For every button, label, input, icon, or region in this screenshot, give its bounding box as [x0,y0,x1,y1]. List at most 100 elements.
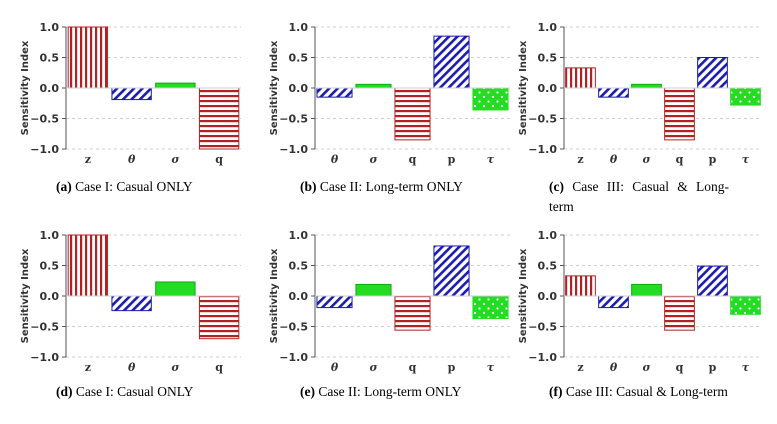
bar-τ [472,87,509,111]
y-tick-label: 0.5 [40,260,60,273]
bar-τ [472,295,509,320]
y-tick-label: 0.5 [289,52,309,65]
caption-tag: (c) [549,179,564,194]
y-tick-label: 0.0 [289,290,309,303]
y-tick-label: 0.0 [289,82,309,95]
bar-p [697,57,728,89]
y-tick-label: −1.0 [279,143,308,156]
x-tick-label: p [448,361,456,374]
x-tick-label: σ [642,153,651,166]
bar-p [433,245,470,297]
x-tick-label: z [577,361,583,374]
caption-tag: (a) [56,179,72,194]
panel-e: 1.0 0.5 0.0 −0.5 −1.0 Sensitivity Index θ σ q p τ [269,229,510,374]
y-tick-label: −0.5 [30,113,59,126]
x-tick-label: θ [331,153,339,166]
bar-τ [730,295,761,315]
bar-τ [730,87,761,106]
bar-σ [355,83,392,89]
x-tick-label: σ [171,361,180,374]
y-tick-label: 0.5 [40,52,60,65]
x-tick-label: θ [128,361,136,374]
bar-q [394,295,431,331]
y-tick-label: −0.5 [528,321,557,334]
caption-text: Case III: Casual & Long-term [565,384,728,399]
caption-a: (a) Case I: Casual ONLY [56,177,236,197]
x-tick-label: z [577,153,583,166]
panel-a: 1.0 0.5 0.0 −0.5 −1.0 Sensitivity Index z θ σ q [20,21,241,166]
y-axis-label: Sensitivity Index [20,248,31,343]
bar-θ [111,295,152,312]
x-tick-label: q [409,361,417,374]
x-tick-label: θ [610,361,618,374]
x-tick-label: q [676,153,684,166]
panel-d: 1.0 0.5 0.0 −0.5 −1.0 Sensitivity Index z θ σ q [20,229,241,374]
caption-tag: (f) [549,384,563,399]
panel-b: 1.0 0.5 0.0 −0.5 −1.0 Sensitivity Index θ σ q p τ [269,21,510,166]
x-tick-label: θ [128,153,136,166]
y-tick-label: 0.0 [538,82,558,95]
y-tick-label: 0.5 [289,260,309,273]
caption-d: (d) Case I: Casual ONLY [56,382,236,402]
bar-θ [316,295,353,309]
bar-z [565,275,596,297]
x-tick-label: p [709,153,717,166]
panel-f: 1.0 0.5 0.0 −0.5 −1.0 Sensitivity Index z θ σ q p τ [518,229,762,374]
panel-c: 1.0 0.5 0.0 −0.5 −1.0 Sensitivity Index z θ σ q p τ [518,21,762,166]
y-tick-label: 0.0 [40,82,60,95]
x-tick-label: σ [171,153,180,166]
x-tick-label: σ [642,361,651,374]
caption-c: (c) Case III: Casual & Long-term [549,177,729,217]
bar-θ [111,87,152,101]
y-axis-label: Sensitivity Index [518,40,529,135]
y-tick-label: −0.5 [30,321,59,334]
caption-text: Case II: Long-term ONLY [318,384,462,399]
bar-q [198,87,240,150]
caption-tag: (e) [300,384,315,399]
x-tick-label: z [85,153,91,166]
bar-θ [598,295,629,309]
caption-text: Case I: Casual ONLY [75,179,193,194]
bar-σ [155,281,196,297]
x-tick-label: q [215,153,223,166]
x-tick-label: q [215,361,223,374]
caption-text: Case III: Casual & Long-term [549,179,730,214]
x-tick-label: q [409,153,417,166]
bar-z [565,67,596,89]
y-tick-label: −1.0 [528,143,557,156]
y-axis-label: Sensitivity Index [269,40,280,135]
y-tick-label: 1.0 [40,21,60,34]
y-tick-label: 1.0 [289,229,309,242]
caption-f: (f) Case III: Casual & Long-term [549,382,729,402]
bar-p [697,265,728,297]
bar-z [67,26,109,89]
x-tick-label: p [448,153,456,166]
y-tick-label: 1.0 [538,21,558,34]
bar-σ [631,83,662,89]
bar-q [394,87,431,141]
x-tick-label: σ [369,153,378,166]
y-tick-label: −0.5 [279,321,308,334]
caption-tag: (b) [300,179,317,194]
bar-q [664,295,695,331]
y-tick-label: −1.0 [30,351,59,364]
bar-θ [316,87,353,98]
y-tick-label: 1.0 [289,21,309,34]
y-tick-label: 1.0 [538,229,558,242]
caption-e: (e) Case II: Long-term ONLY [300,382,480,402]
caption-b: (b) Case II: Long-term ONLY [300,177,480,197]
y-tick-label: 0.0 [538,290,558,303]
x-tick-label: τ [487,153,495,166]
y-axis-label: Sensitivity Index [518,248,529,343]
x-tick-label: τ [487,361,495,374]
y-axis-label: Sensitivity Index [269,248,280,343]
y-tick-label: −0.5 [279,113,308,126]
y-tick-label: −1.0 [279,351,308,364]
x-tick-label: τ [742,153,750,166]
bar-p [433,35,470,89]
bar-σ [155,82,196,89]
x-tick-label: q [676,361,684,374]
x-tick-label: σ [369,361,378,374]
x-tick-label: θ [331,361,339,374]
